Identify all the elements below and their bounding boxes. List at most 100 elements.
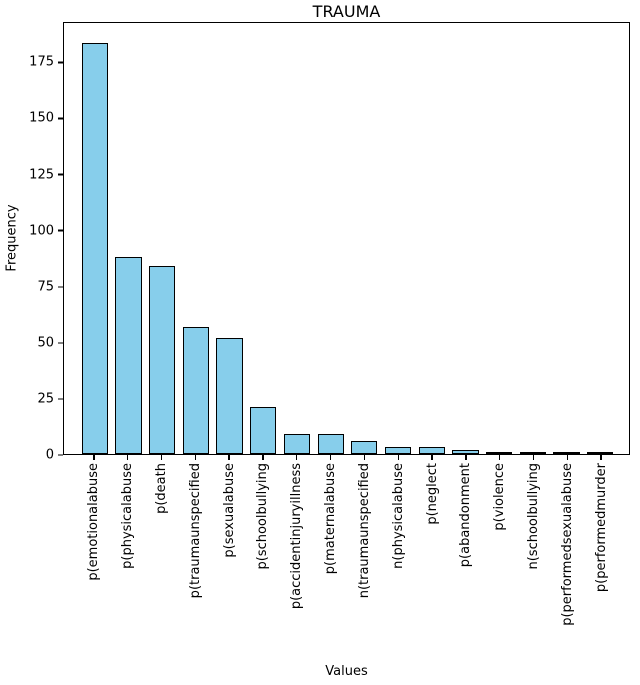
bar-slot [415, 23, 449, 454]
plot-area [63, 22, 630, 455]
x-tick-slot [178, 455, 212, 461]
bar [182, 326, 210, 454]
x-tick-mark [228, 455, 230, 460]
x-tick-label: n(physicalabuse [390, 463, 406, 569]
x-tick-label: p(neglect [424, 463, 440, 525]
bars-area [64, 23, 629, 454]
y-axis-ticks: 0 25 50 75 100 125 150 175 [0, 22, 63, 462]
bar-slot [550, 23, 584, 454]
x-tick-slot [77, 455, 111, 461]
x-tick-label: p(physicalabuse [120, 463, 136, 569]
y-tick-mark [58, 61, 63, 64]
y-tick-mark [58, 173, 63, 176]
y-tick: 25 [37, 392, 63, 405]
x-label-slot: p(physicalabuse [111, 463, 145, 659]
x-tick-mark [363, 455, 366, 460]
bar-slot [213, 23, 247, 454]
x-label-slot: p(abandonment [449, 463, 483, 659]
y-tick-mark [58, 117, 63, 120]
x-label-slot: p(accidentinjuryillness [280, 463, 314, 659]
y-tick: 125 [29, 168, 63, 181]
bar [587, 451, 614, 454]
x-label-slot: n(traumaunspecified [348, 463, 382, 659]
x-label-slot: p(emotionalabuse [77, 463, 111, 659]
bar-slot [78, 23, 112, 454]
bar-slot [449, 23, 483, 454]
bar-slot [179, 23, 213, 454]
x-tick-slot [314, 455, 348, 461]
x-tick-label: p(abandonment [458, 463, 474, 568]
x-tick-mark [532, 455, 535, 460]
bar [485, 451, 513, 454]
x-label-slot: p(traumaunspecified [178, 463, 212, 659]
y-tick: 175 [29, 56, 63, 69]
bar [216, 337, 243, 454]
x-tick-label: p(accidentinjuryillness [289, 463, 305, 610]
x-tick-slot [415, 455, 449, 461]
bar-slot [145, 23, 179, 454]
x-tick-mark [397, 455, 399, 460]
x-tick-slot [483, 455, 517, 461]
bar-slot [482, 23, 516, 454]
bar-slot [516, 23, 550, 454]
y-tick-mark [58, 229, 63, 232]
y-tick-label: 150 [29, 110, 54, 126]
bar [519, 451, 546, 454]
x-tick-slot [449, 455, 483, 461]
x-tick-label: p(performedsexualabuse [559, 463, 575, 626]
x-tick-slot [584, 455, 618, 461]
bar-slot [314, 23, 348, 454]
y-tick: 75 [37, 280, 63, 293]
bar [81, 43, 108, 454]
x-tick-slot [381, 455, 415, 461]
bar [553, 451, 580, 454]
x-tick-label: p(performedmurder [593, 463, 609, 593]
x-tick-label: p(schoolbullying [255, 463, 271, 570]
x-tick-label: p(death [154, 463, 170, 514]
y-tick-label: 175 [29, 54, 54, 70]
y-tick-label: 75 [37, 279, 54, 295]
bar [283, 433, 311, 454]
x-label-slot: p(sexualabuse [212, 463, 246, 659]
bar [351, 440, 378, 454]
x-tick-mark [600, 455, 602, 460]
x-label-slot: n(schoolbullying [517, 463, 551, 659]
x-tick-slot [550, 455, 584, 461]
bar [115, 257, 142, 454]
x-tick-mark [329, 455, 332, 460]
y-tick-label: 50 [37, 335, 54, 351]
x-tick-label: p(traumaunspecified [187, 463, 203, 599]
y-tick: 50 [37, 336, 63, 349]
x-label-slot: p(neglect [415, 463, 449, 659]
bar [384, 447, 412, 454]
bar-slot [583, 23, 617, 454]
x-tick-mark [431, 455, 433, 460]
bar [149, 266, 176, 454]
x-tick-slot [145, 455, 179, 461]
y-tick: 150 [29, 112, 63, 125]
x-tick-labels: p(emotionalabuse p(physicalabuse p(death p(… [63, 463, 630, 659]
x-axis-ticks [63, 455, 630, 461]
x-tick-mark [296, 455, 298, 460]
x-tick-mark [566, 455, 568, 460]
x-label-slot: p(performedmurder [584, 463, 618, 659]
x-tick-label: p(maternalabuse [323, 463, 339, 575]
x-tick-label: n(schoolbullying [525, 463, 541, 570]
x-axis-label: Values [325, 664, 368, 679]
x-tick-slot [212, 455, 246, 461]
x-tick-label: p(violence [492, 463, 508, 531]
x-label-slot: p(violence [483, 463, 517, 659]
x-tick-mark [127, 455, 129, 460]
x-label-slot: p(performedsexualabuse [550, 463, 584, 659]
x-tick-label: n(traumaunspecified [356, 463, 372, 599]
y-tick-label: 125 [29, 167, 54, 183]
x-tick-slot [111, 455, 145, 461]
bar-slot [246, 23, 280, 454]
x-tick-mark [262, 455, 264, 460]
x-label-slot: p(schoolbullying [246, 463, 280, 659]
x-tick-mark [498, 455, 501, 460]
x-tick-slot [246, 455, 280, 461]
x-label-slot: p(maternalabuse [314, 463, 348, 659]
bar-slot [112, 23, 146, 454]
